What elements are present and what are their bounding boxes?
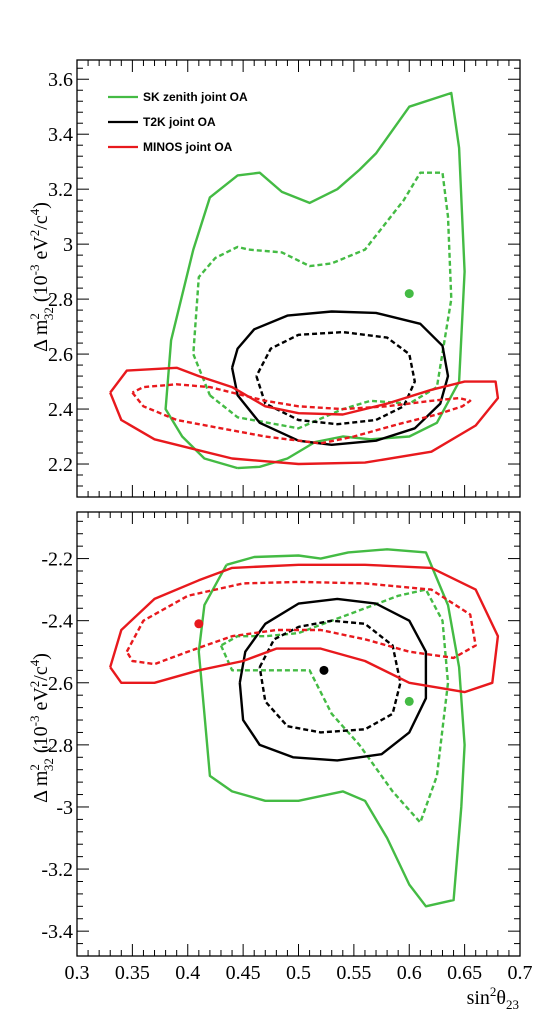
top-y-tick-label: 2.2 bbox=[48, 454, 73, 476]
top-y-tick-label: 2.4 bbox=[48, 399, 73, 421]
legend-label-sk: SK zenith joint OA bbox=[143, 90, 248, 104]
bottom-minos-best-fit-point bbox=[194, 619, 204, 629]
top-best-fit-points bbox=[404, 289, 414, 299]
top-y-tick-label: 2.6 bbox=[48, 344, 73, 366]
bottom-contour-minos-joint-oa-68 bbox=[125, 580, 477, 666]
top-contour-sk-zenith-joint-oa-68 bbox=[192, 171, 453, 430]
bottom-y-tick-label: -3 bbox=[56, 797, 73, 819]
top-y-tick-labels: 2.2 2.4 2.6 2.8 3 3.2 3.4 3.6 bbox=[48, 69, 73, 476]
x-tick-label: 0.65 bbox=[447, 962, 482, 984]
bottom-y-axis-title: Δ m232 (10-3 eV2/c4) bbox=[27, 653, 56, 803]
top-ticks bbox=[76, 60, 521, 498]
bottom-y-tick-label: -2.6 bbox=[41, 673, 73, 695]
bottom-contours bbox=[109, 548, 500, 908]
legend-label-t2k: T2K joint OA bbox=[143, 115, 216, 129]
top-contour-minos-joint-oa bbox=[109, 366, 500, 466]
bottom-contour-t2k-joint-oa-68 bbox=[258, 619, 402, 734]
x-tick-label: 0.6 bbox=[397, 962, 422, 984]
top-contour-minos-joint-oa-68 bbox=[131, 383, 472, 445]
top-contour-sk-zenith-joint-oa bbox=[164, 91, 466, 470]
bottom-y-tick-label: -3.2 bbox=[41, 859, 73, 881]
top-y-tick-label: 3.2 bbox=[48, 179, 73, 201]
bottom-contour-t2k-joint-oa bbox=[238, 597, 428, 762]
bottom-x-tick-labels: 0.3 0.35 0.4 0.45 0.5 0.55 0.6 0.65 0.7 bbox=[65, 962, 533, 984]
top-contours bbox=[109, 91, 500, 470]
top-y-axis-title: Δ m232 (10-3 eV2/c4) bbox=[27, 202, 56, 352]
top-panel: 2.2 2.4 2.6 2.8 3 3.2 3.4 3.6 SK zenith joint O… bbox=[27, 59, 521, 498]
top-contour-t2k-joint-oa bbox=[230, 310, 450, 446]
x-tick-label: 0.35 bbox=[115, 962, 150, 984]
x-tick-label: 0.45 bbox=[226, 962, 261, 984]
top-y-tick-label: 3.4 bbox=[48, 124, 73, 146]
x-tick-label: 0.5 bbox=[286, 962, 311, 984]
bottom-contour-minos-joint-oa bbox=[109, 563, 500, 694]
bottom-y-tick-labels: -2.2 -2.4 -2.6 -2.8 -3 -3.2 -3.4 bbox=[41, 549, 73, 944]
bottom-sk-best-fit-point bbox=[404, 696, 414, 706]
top-sk-best-fit-point bbox=[404, 289, 414, 299]
bottom-panel: -2.2 -2.4 -2.6 -2.8 -3 -3.2 -3.4 0.3 0.35 0.4 0.4… bbox=[27, 511, 533, 1012]
top-contour-t2k-joint-oa-68 bbox=[255, 330, 416, 426]
bottom-y-tick-label: -2.8 bbox=[41, 735, 73, 757]
bottom-t2k-best-fit-point bbox=[319, 665, 329, 675]
top-y-tick-label: 3.6 bbox=[48, 69, 73, 91]
bottom-y-tick-label: -2.2 bbox=[41, 549, 73, 571]
bottom-contour-sk-zenith-joint-oa bbox=[197, 548, 466, 908]
bottom-ticks bbox=[76, 512, 521, 957]
bottom-y-tick-label: -3.4 bbox=[41, 921, 73, 943]
x-axis-title: sin2θ23 bbox=[467, 984, 519, 1012]
bottom-best-fit-points bbox=[194, 619, 414, 706]
x-tick-label: 0.7 bbox=[508, 962, 533, 984]
x-tick-label: 0.3 bbox=[65, 962, 90, 984]
legend: SK zenith joint OA T2K joint OA MINOS jo… bbox=[108, 90, 248, 154]
top-y-tick-label: 3 bbox=[63, 234, 73, 256]
bottom-contour-sk-zenith-joint-oa-68 bbox=[219, 588, 450, 824]
top-y-tick-label: 2.8 bbox=[48, 289, 73, 311]
bottom-y-tick-label: -2.4 bbox=[41, 611, 73, 633]
legend-label-minos: MINOS joint OA bbox=[143, 140, 233, 154]
x-tick-label: 0.4 bbox=[175, 962, 200, 984]
x-tick-label: 0.55 bbox=[336, 962, 371, 984]
